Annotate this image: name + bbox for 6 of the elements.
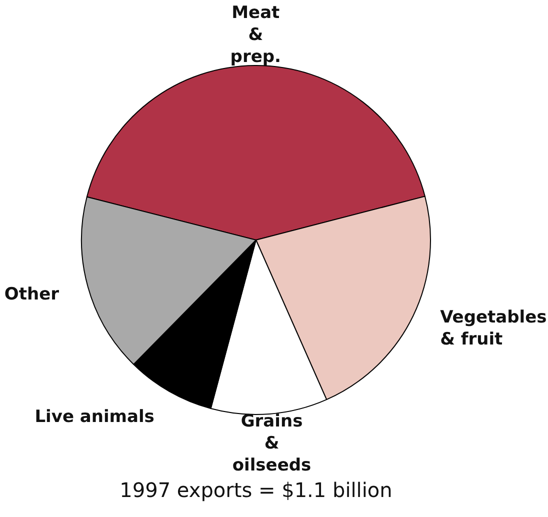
slice-label: Live animals bbox=[34, 406, 154, 427]
slice-label: Meat & prep. bbox=[230, 2, 281, 67]
slice-label: Other bbox=[4, 284, 60, 304]
slice-label: Vegetables & fruit bbox=[440, 307, 547, 350]
slice-label: Grains & oilseeds bbox=[232, 411, 312, 476]
text: 1997 exports = $1.1 billion bbox=[118, 478, 394, 502]
